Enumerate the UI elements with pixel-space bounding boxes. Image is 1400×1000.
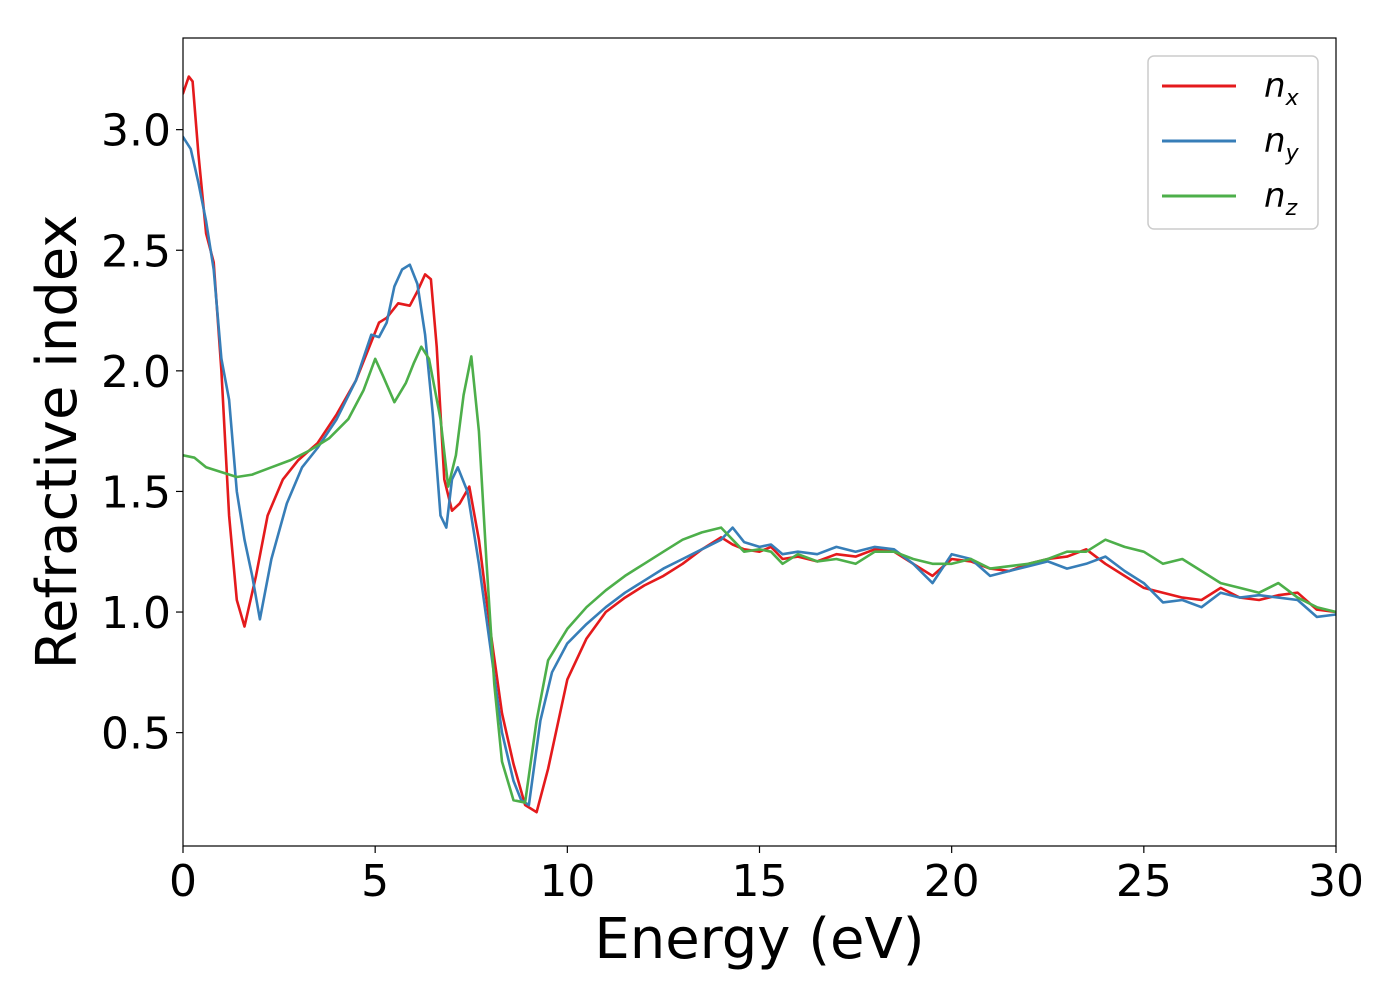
x-tick-label: 15 (732, 856, 788, 907)
x-axis: 0 5 10 15 20 25 30 (169, 846, 1364, 907)
legend-label-base: n (1264, 66, 1286, 106)
x-tick-label: 25 (1116, 856, 1172, 907)
y-tick-label: 0.5 (101, 709, 171, 760)
y-tick-label: 1.5 (101, 467, 171, 518)
series-line-y (183, 135, 1336, 807)
legend-label-subscript: x (1285, 86, 1300, 111)
y-tick-label: 1.0 (101, 588, 171, 639)
y-tick-label: 3.0 (101, 106, 171, 157)
legend-label-subscript: y (1285, 141, 1300, 166)
legend-label-z: nz (1264, 176, 1298, 221)
legend-label-subscript: z (1285, 196, 1298, 221)
x-tick-label: 30 (1308, 856, 1364, 907)
x-tick-label: 5 (361, 856, 389, 907)
legend-label-x: nx (1264, 66, 1300, 111)
y-axis-title: Refractive index (25, 215, 90, 670)
legend-label-base: n (1264, 176, 1286, 216)
y-tick-label: 2.5 (101, 226, 171, 277)
x-tick-label: 20 (924, 856, 980, 907)
y-tick-label: 2.0 (101, 347, 171, 398)
series-line-z (183, 345, 1336, 804)
plot-background (183, 38, 1336, 846)
y-axis: 0.5 1.0 1.5 2.0 2.5 3.0 (101, 106, 183, 760)
x-axis-title: Energy (eV) (594, 907, 924, 972)
series-layer (183, 75, 1336, 814)
x-tick-label: 10 (539, 856, 595, 907)
x-tick-label: 0 (169, 856, 197, 907)
legend-label-y: ny (1264, 121, 1300, 166)
legend-label-base: n (1264, 121, 1286, 161)
